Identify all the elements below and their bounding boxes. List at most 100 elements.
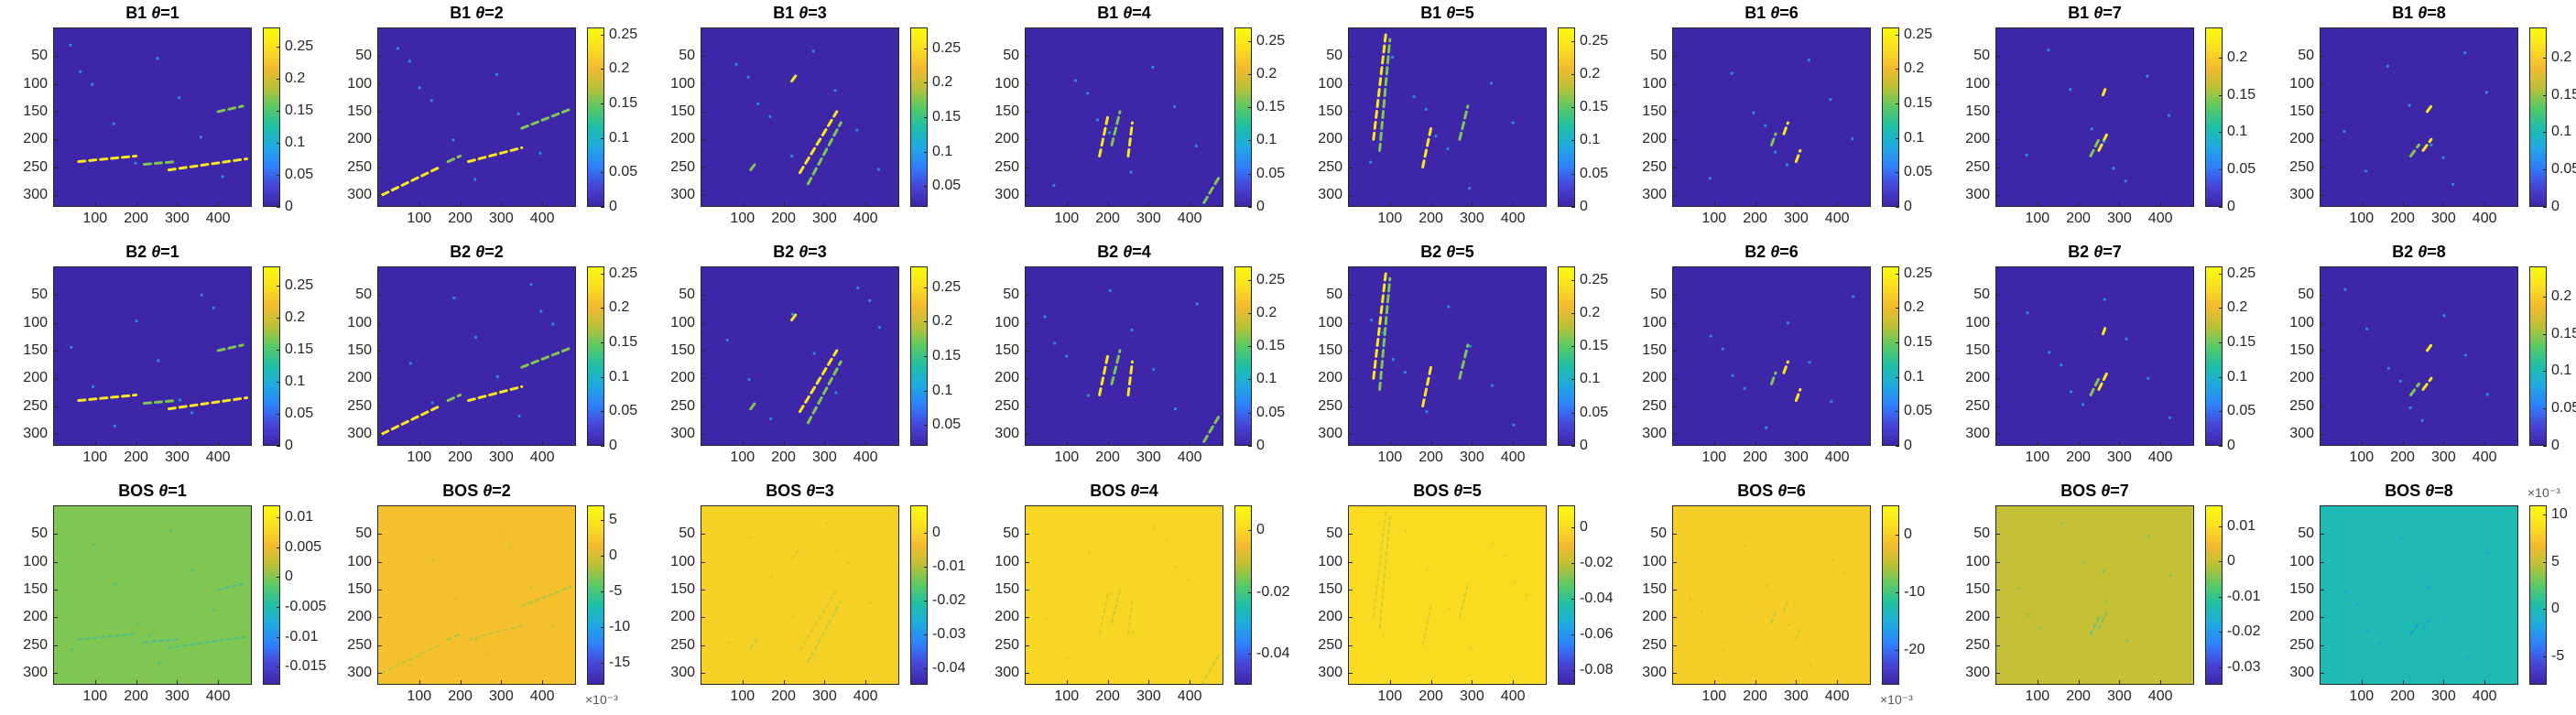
y-tick-label: 50 xyxy=(1650,48,1667,64)
speckle-feature xyxy=(516,112,520,115)
colorbar-tick-label: 0 xyxy=(2227,438,2235,453)
title-suffix: =3 xyxy=(815,482,834,500)
panel-title: BOS θ=8 xyxy=(2320,482,2518,501)
speckle-feature xyxy=(1195,302,1199,306)
colorbar-tick-mark xyxy=(2219,57,2223,59)
y-tick-mark xyxy=(378,433,382,435)
x-tick-label: 200 xyxy=(1418,450,1443,465)
colorbar-tick-mark xyxy=(277,414,280,415)
speckle-feature xyxy=(769,575,774,579)
streak-feature xyxy=(1421,365,1433,408)
colorbar-tick-label: 0.1 xyxy=(1904,129,1925,146)
colorbar-tick-mark xyxy=(2543,609,2547,611)
y-tick-mark xyxy=(1996,433,2000,435)
y-tick-label: 150 xyxy=(347,341,372,358)
streak-feature xyxy=(2097,611,2108,630)
speckle-feature xyxy=(1074,79,1078,82)
title-suffix: =1 xyxy=(160,4,179,22)
x-tick-label: 200 xyxy=(2390,211,2415,226)
x-tick-label: 200 xyxy=(448,688,473,704)
colorbar xyxy=(1234,266,1252,446)
title-suffix: =2 xyxy=(484,4,504,22)
streak-feature xyxy=(806,121,842,186)
heatmap-image xyxy=(1025,266,1223,446)
y-tick-label: 300 xyxy=(1318,425,1342,441)
y-tick-mark xyxy=(1996,83,2000,85)
colorbar-tick-label: 0.2 xyxy=(2551,49,2572,65)
speckle-feature xyxy=(2342,130,2346,134)
speckle-feature xyxy=(169,529,173,533)
y-tick-label: 250 xyxy=(23,636,48,653)
speckle-feature xyxy=(1434,135,1438,138)
speckle-feature xyxy=(2443,616,2447,620)
title-suffix: =8 xyxy=(2427,243,2446,261)
y-tick-label: 200 xyxy=(1318,370,1342,386)
speckle-feature xyxy=(539,309,543,313)
speckle-feature xyxy=(1053,341,1057,345)
title-suffix: =8 xyxy=(2434,482,2453,500)
x-tick-label: 400 xyxy=(205,211,231,226)
speckle-feature xyxy=(408,362,412,365)
x-tick-mark xyxy=(824,441,826,445)
colorbar-tick-label: 0 xyxy=(285,438,293,453)
y-tick-mark xyxy=(1349,406,1353,407)
x-tick-label: 200 xyxy=(448,211,473,226)
streak-feature xyxy=(467,624,523,641)
speckle-feature xyxy=(2356,602,2360,606)
speckle-feature xyxy=(1086,394,1091,397)
colorbar-tick-mark xyxy=(1896,591,1899,593)
speckle-feature xyxy=(2038,626,2042,630)
y-tick-label: 250 xyxy=(2289,636,2314,653)
y-tick-mark xyxy=(1673,139,1677,141)
x-tick-mark xyxy=(1755,680,1756,684)
streak-feature xyxy=(520,585,572,608)
title-suffix: =6 xyxy=(1779,243,1799,261)
streak-feature xyxy=(799,110,839,175)
colorbar-tick-label: 0.05 xyxy=(609,403,638,419)
colorbar-tick-label: 0.05 xyxy=(2551,400,2576,417)
y-tick-label: 150 xyxy=(995,580,1019,597)
y-tick-label: 50 xyxy=(2298,525,2314,542)
x-tick-mark xyxy=(1713,202,1715,206)
speckle-feature xyxy=(79,70,82,73)
speckle-feature xyxy=(1425,410,1429,414)
y-tick-mark xyxy=(1026,534,1029,536)
title-suffix: =1 xyxy=(160,243,179,261)
streak-feature xyxy=(77,154,138,163)
colorbar-tick-label: 0.1 xyxy=(2227,124,2248,140)
speckle-feature xyxy=(1765,584,1769,588)
y-tick-label: 200 xyxy=(2289,131,2314,147)
colorbar-tick-mark xyxy=(2543,333,2547,335)
colorbar xyxy=(1234,505,1252,685)
x-tick-mark xyxy=(865,202,867,206)
speckle-feature xyxy=(1446,146,1450,151)
y-tick-label: 150 xyxy=(347,103,372,119)
y-tick-label: 250 xyxy=(1642,158,1667,175)
title-suffix: =7 xyxy=(2103,4,2122,22)
x-tick-mark xyxy=(2443,680,2445,684)
colorbar-tick-label: 0.25 xyxy=(609,26,638,42)
colorbar-tick-mark xyxy=(1248,140,1252,142)
colorbar-tick-mark xyxy=(601,137,604,139)
speckle-feature xyxy=(2081,403,2085,406)
y-tick-mark xyxy=(378,617,382,619)
colorbar-tick-label: 0.25 xyxy=(932,39,962,56)
heatmap-features xyxy=(726,522,873,663)
colorbar-tick-label: 0.05 xyxy=(1580,404,1609,420)
x-tick-mark xyxy=(865,441,867,445)
colorbar-tick-label: -10 xyxy=(1904,583,1926,600)
title-prefix: B1 xyxy=(2392,4,2414,22)
speckle-feature xyxy=(91,385,95,388)
speckle-feature xyxy=(789,154,794,158)
y-tick-mark xyxy=(1026,433,1029,435)
x-tick-mark xyxy=(783,202,785,206)
x-tick-mark xyxy=(1148,441,1150,445)
panel-title: BOS θ=5 xyxy=(1348,482,1547,501)
y-tick-mark xyxy=(54,433,58,435)
speckle-feature xyxy=(2168,574,2172,578)
x-tick-mark xyxy=(460,441,462,445)
title-prefix: BOS xyxy=(2385,482,2421,500)
streak-feature xyxy=(2421,616,2432,630)
colorbar-tick-label: 0.15 xyxy=(2227,86,2256,103)
y-tick-mark xyxy=(54,194,58,196)
